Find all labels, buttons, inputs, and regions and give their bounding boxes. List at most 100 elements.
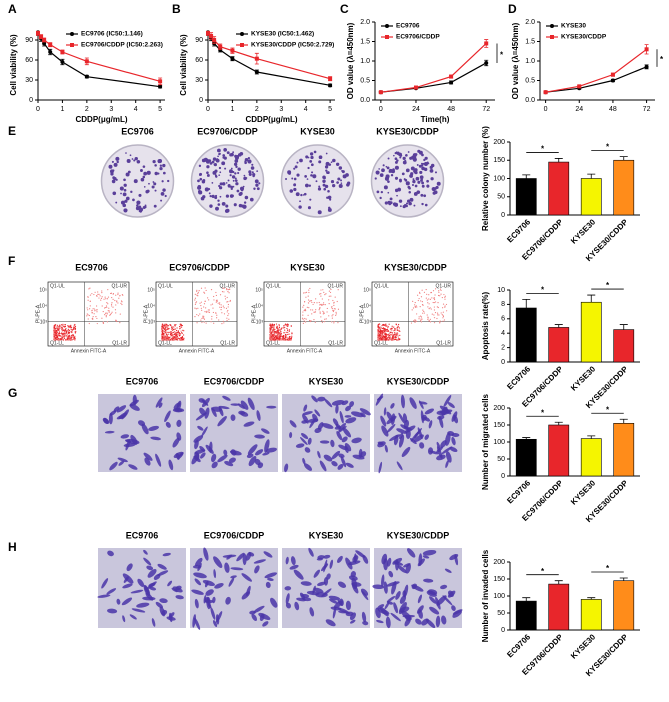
event [73, 328, 75, 330]
marker [610, 72, 615, 77]
event [162, 331, 164, 333]
event [61, 327, 63, 330]
colony [219, 152, 221, 155]
event [163, 331, 165, 333]
panel-letter: B [172, 2, 181, 16]
event [433, 297, 436, 299]
event [166, 334, 168, 336]
cell [321, 423, 334, 429]
event [195, 308, 197, 310]
event [226, 288, 228, 291]
colony [293, 187, 297, 192]
cell [452, 610, 462, 618]
event [58, 328, 60, 330]
x-tick-label: 72 [482, 106, 490, 113]
event [313, 319, 315, 321]
event [168, 327, 170, 330]
event [393, 337, 395, 339]
event [70, 338, 73, 340]
colony [247, 156, 251, 160]
cell [224, 461, 234, 467]
cell [243, 421, 255, 427]
cell [339, 598, 344, 607]
event [290, 337, 292, 339]
cell [323, 554, 331, 559]
colony [325, 152, 328, 155]
flow-tick: 10⁵ [39, 287, 47, 293]
colony [417, 180, 421, 184]
event [87, 318, 89, 320]
event [100, 297, 103, 299]
event [162, 327, 164, 329]
colony [293, 183, 297, 187]
cell [396, 428, 407, 434]
event [200, 301, 202, 303]
y-tick-label: 6 [501, 316, 505, 323]
flow-y-label: PI-PE-A [251, 304, 257, 323]
y-tick-label: 0.5 [360, 77, 370, 84]
cell [136, 602, 150, 608]
colony [219, 182, 223, 186]
colony [327, 190, 330, 193]
event [55, 332, 57, 334]
y-tick-label: 1.0 [360, 58, 370, 65]
event [387, 330, 389, 332]
event [96, 309, 98, 311]
colony [217, 155, 219, 158]
event [109, 314, 111, 316]
event [422, 309, 424, 311]
quadrant-label: Q1-LR [112, 340, 127, 346]
event [382, 331, 384, 334]
cell [265, 581, 271, 589]
event [203, 318, 206, 320]
colony [232, 151, 235, 154]
colony [217, 199, 220, 202]
event [59, 332, 61, 335]
event [444, 298, 446, 300]
cell [422, 549, 437, 556]
colony [409, 197, 414, 202]
cell [447, 590, 454, 598]
cell [338, 453, 345, 459]
cell [289, 431, 293, 439]
colony [136, 159, 141, 164]
cell [108, 413, 113, 425]
colony [198, 164, 202, 168]
event [68, 333, 70, 335]
event [181, 339, 183, 341]
colony [112, 169, 115, 172]
cell [303, 404, 308, 412]
event [226, 317, 228, 319]
image [370, 144, 445, 218]
cell [284, 586, 292, 591]
cell [395, 591, 401, 600]
y-tick-label: 0 [501, 212, 505, 219]
colony [345, 173, 349, 177]
event [61, 330, 63, 332]
event [107, 303, 109, 305]
colony [401, 172, 405, 176]
colony [227, 184, 231, 188]
event [385, 333, 387, 336]
event [103, 298, 105, 300]
event [304, 292, 306, 294]
cell [429, 606, 440, 615]
event [91, 293, 93, 295]
colony [209, 162, 213, 165]
bar [515, 600, 537, 631]
event [279, 332, 282, 334]
legend-label: EC9706 [396, 23, 420, 30]
event [287, 329, 289, 331]
event [53, 328, 56, 330]
event [433, 301, 435, 304]
event [63, 337, 66, 340]
event [223, 287, 225, 289]
event [166, 325, 168, 328]
event [71, 330, 73, 332]
colony [293, 167, 296, 170]
y-tick-label: 0 [199, 97, 203, 104]
event [72, 329, 74, 331]
y-tick-label: 0.0 [360, 97, 370, 104]
event [420, 316, 423, 318]
event [279, 330, 282, 332]
